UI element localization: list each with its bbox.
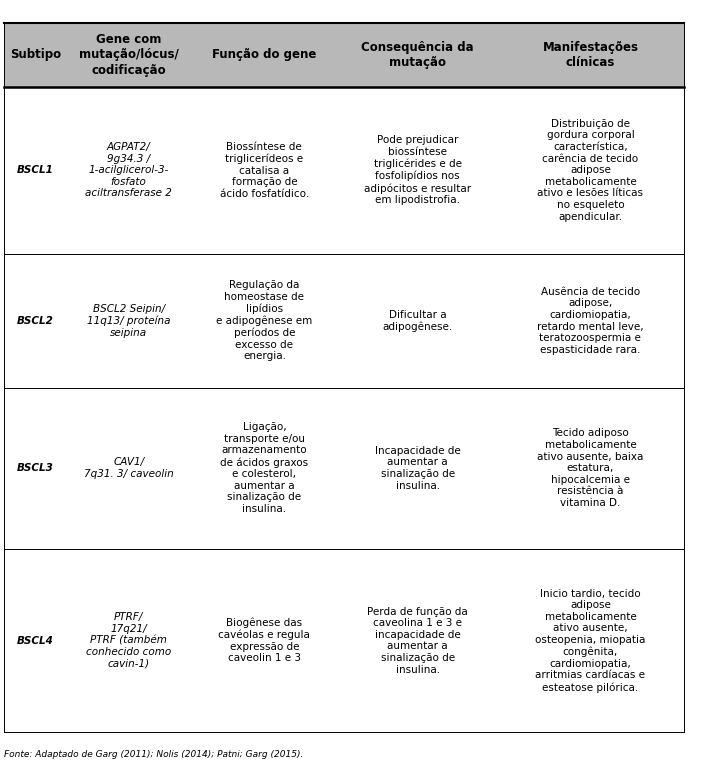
Bar (4, 23, 684, 86)
Text: Inicio tardio, tecido
adipose
metabolicamente
ativo ausente,
osteopenia, miopati: Inicio tardio, tecido adipose metabolica… (535, 588, 646, 692)
Text: CAV1/
7q31. 3/ caveolin: CAV1/ 7q31. 3/ caveolin (84, 457, 173, 479)
Text: BSCL2 Seipin/
11q13/ proteína
seipina: BSCL2 Seipin/ 11q13/ proteína seipina (87, 304, 171, 338)
Text: Função do gene: Função do gene (212, 49, 317, 62)
Text: BSCL4: BSCL4 (17, 635, 54, 645)
Text: BSCL2: BSCL2 (17, 315, 54, 325)
Text: Perda de função da
caveolina 1 e 3 e
incapacidade de
aumentar a
sinalização de
i: Perda de função da caveolina 1 e 3 e inc… (367, 607, 468, 675)
Text: Pode prejudicar
biossíntese
triglicérides e de
fosfolipídios nos
adipócitos e re: Pode prejudicar biossíntese triglicéride… (364, 135, 471, 205)
Text: Dificultar a
adipogênese.: Dificultar a adipogênese. (383, 310, 453, 332)
Text: Tecido adiposo
metabolicamente
ativo ausente, baixa
estatura,
hipocalcemia e
res: Tecido adiposo metabolicamente ativo aus… (537, 429, 644, 508)
Text: Incapacidade de
aumentar a
sinalização de
insulina.: Incapacidade de aumentar a sinalização d… (375, 446, 460, 490)
Text: Subtipo: Subtipo (10, 49, 61, 62)
Text: AGPAT2/
9g34.3 /
1-acilglicerol-3-
fosfato
aciltransferase 2: AGPAT2/ 9g34.3 / 1-acilglicerol-3- fosfa… (85, 142, 172, 198)
Text: Fonte: Adaptado de Garg (2011); Nolis (2014); Patni; Garg (2015).: Fonte: Adaptado de Garg (2011); Nolis (2… (4, 750, 303, 759)
Text: Gene com
mutação/lócus/
codificação: Gene com mutação/lócus/ codificação (79, 33, 178, 77)
Text: Regulação da
homeostase de
lipídios
e adipogênese em
períodos de
excesso de
ener: Regulação da homeostase de lipídios e ad… (216, 280, 312, 362)
Text: Consequência da
mutação: Consequência da mutação (362, 41, 474, 69)
Text: Distribuição de
gordura corporal
característica,
carência de tecido
adipose
meta: Distribuição de gordura corporal caracte… (537, 119, 644, 221)
Text: Biossíntese de
triglicerídeos e
catalisa a
formação de
ácido fosfatídico.: Biossíntese de triglicerídeos e catalisa… (220, 142, 309, 199)
Text: PTRF/
17q21/
PTRF (também
conhecido como
cavin-1): PTRF/ 17q21/ PTRF (também conhecido como… (86, 612, 171, 668)
Text: Biogênese das
cavéolas e regula
expressão de
caveolin 1 e 3: Biogênese das cavéolas e regula expressã… (219, 618, 310, 664)
Text: BSCL1: BSCL1 (17, 165, 54, 175)
Text: BSCL3: BSCL3 (17, 463, 54, 473)
Text: Ausência de tecido
adipose,
cardiomiopatia,
retardo mental leve,
teratozoospermi: Ausência de tecido adipose, cardiomiopat… (537, 287, 644, 355)
Text: Manifestações
clínicas: Manifestações clínicas (542, 41, 639, 69)
Text: Ligação,
transporte e/ou
armazenamento
de ácidos graxos
e colesterol,
aumentar a: Ligação, transporte e/ou armazenamento d… (220, 423, 309, 514)
